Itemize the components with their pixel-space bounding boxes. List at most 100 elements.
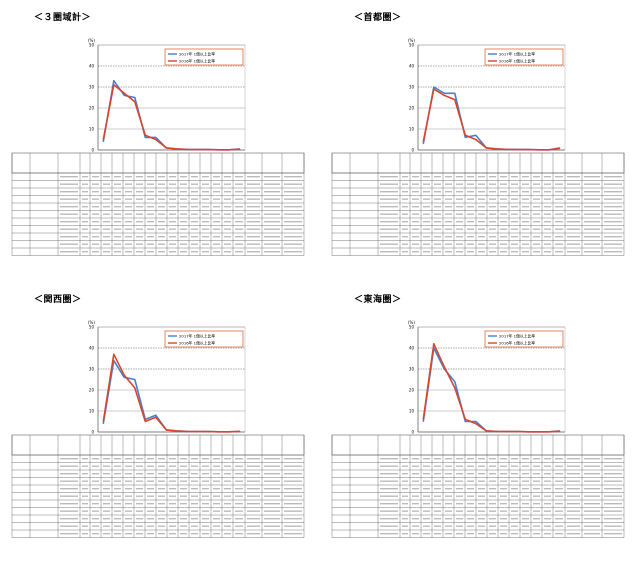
table-cell-fill (555, 525, 563, 527)
table-cell-fill (264, 480, 280, 482)
table-cell-fill (180, 206, 187, 208)
table-cell-fill (584, 183, 600, 185)
table-cell-fill (158, 465, 165, 467)
table-cell-fill (511, 510, 518, 512)
table-cell-fill (567, 503, 580, 505)
table-cell-fill (114, 251, 121, 253)
table-cell-fill (191, 228, 198, 230)
table-cell-fill (136, 503, 143, 505)
table-cell-fill (445, 465, 452, 467)
table-cell-fill (284, 533, 302, 535)
data-point (102, 423, 104, 425)
table-cell-fill (584, 495, 600, 497)
table-cell-fill (235, 473, 243, 475)
table-cell-fill (60, 251, 78, 253)
table-cell-fill (500, 503, 507, 505)
table-cell-fill (136, 176, 143, 178)
table-cell-fill (489, 183, 496, 185)
table-cell-fill (500, 221, 507, 223)
table-cell-fill (533, 236, 540, 238)
table-cell-fill (247, 243, 260, 245)
table-cell-fill (114, 503, 121, 505)
data-point (464, 136, 466, 138)
table-cell-fill (456, 488, 463, 490)
table-cell-fill (136, 183, 143, 185)
table-cell-fill (533, 458, 540, 460)
table-cell-fill (604, 236, 622, 238)
table-cell-fill (180, 533, 187, 535)
table-cell-fill (604, 465, 622, 467)
table-cell-fill (247, 198, 260, 200)
table-cell-fill (264, 191, 280, 193)
table-cell-fill (467, 243, 474, 245)
table-cell-fill (567, 525, 580, 527)
y-tick-label: 50 (409, 43, 415, 48)
table-cell-fill (213, 503, 220, 505)
table-cell-fill (533, 510, 540, 512)
table-cell-fill (489, 191, 496, 193)
table-cell-fill (136, 533, 143, 535)
data-point (454, 381, 456, 383)
table-cell-fill (114, 480, 121, 482)
data-point (548, 149, 550, 151)
table-cell-fill (82, 206, 88, 208)
table-cell-fill (423, 510, 430, 512)
table-cell-fill (544, 503, 551, 505)
table-cell-fill (533, 243, 540, 245)
table-cell-fill (82, 518, 88, 520)
table-cell-fill (191, 503, 198, 505)
table-cell-fill (584, 221, 600, 223)
table-cell-fill (423, 243, 430, 245)
table-cell-fill (264, 510, 280, 512)
table-cell-fill (423, 206, 430, 208)
table-cell-fill (213, 221, 220, 223)
table-cell-fill (467, 191, 474, 193)
table-cell-fill (202, 198, 209, 200)
table-cell-fill (235, 206, 243, 208)
table-cell-fill (235, 518, 243, 520)
table-cell-fill (125, 236, 132, 238)
table-cell-fill (604, 198, 622, 200)
table-cell-fill (180, 221, 187, 223)
table-cell-fill (284, 191, 302, 193)
table-cell-fill (380, 518, 398, 520)
table-cell-fill (136, 495, 143, 497)
table-cell-fill (82, 465, 88, 467)
table-cell-fill (445, 183, 452, 185)
table-cell-fill (202, 525, 209, 527)
table-cell-fill (103, 228, 110, 230)
table-cell-fill (500, 228, 507, 230)
table-cell-fill (445, 228, 452, 230)
data-point (506, 148, 508, 150)
data-point (475, 423, 477, 425)
table-cell-fill (136, 213, 143, 215)
table-cell-fill (511, 213, 518, 215)
table-cell-fill (567, 458, 580, 460)
table-cell-fill (544, 458, 551, 460)
table-cell-fill (500, 213, 507, 215)
table-cell-fill (247, 236, 260, 238)
legend-label: 2016年 1億以上比率 (179, 58, 215, 63)
table-cell-fill (92, 503, 99, 505)
table-cell-fill (114, 191, 121, 193)
table-cell-fill (522, 183, 529, 185)
y-unit-label: (%) (408, 320, 415, 325)
table-cell-fill (489, 198, 496, 200)
data-point (102, 139, 104, 140)
table-cell-fill (191, 480, 198, 482)
table-cell-fill (125, 228, 132, 230)
table-cell-fill (567, 488, 580, 490)
table-cell-fill (567, 243, 580, 245)
table-cell-fill (213, 465, 220, 467)
table-cell-fill (60, 525, 78, 527)
table-cell-fill (125, 221, 132, 223)
table-cell-fill (522, 213, 529, 215)
table-cell-fill (423, 198, 430, 200)
table-cell-fill (180, 510, 187, 512)
table-cell-fill (82, 213, 88, 215)
data-point (559, 430, 561, 432)
chart-panel: ＜関西圏＞ (%) 0 10 20 30 40 50 2017年 1億以上比率 2016年 1億以… (0, 282, 320, 564)
table-cell-fill (92, 251, 99, 253)
table-cell-fill (544, 206, 551, 208)
table-cell-fill (247, 510, 260, 512)
